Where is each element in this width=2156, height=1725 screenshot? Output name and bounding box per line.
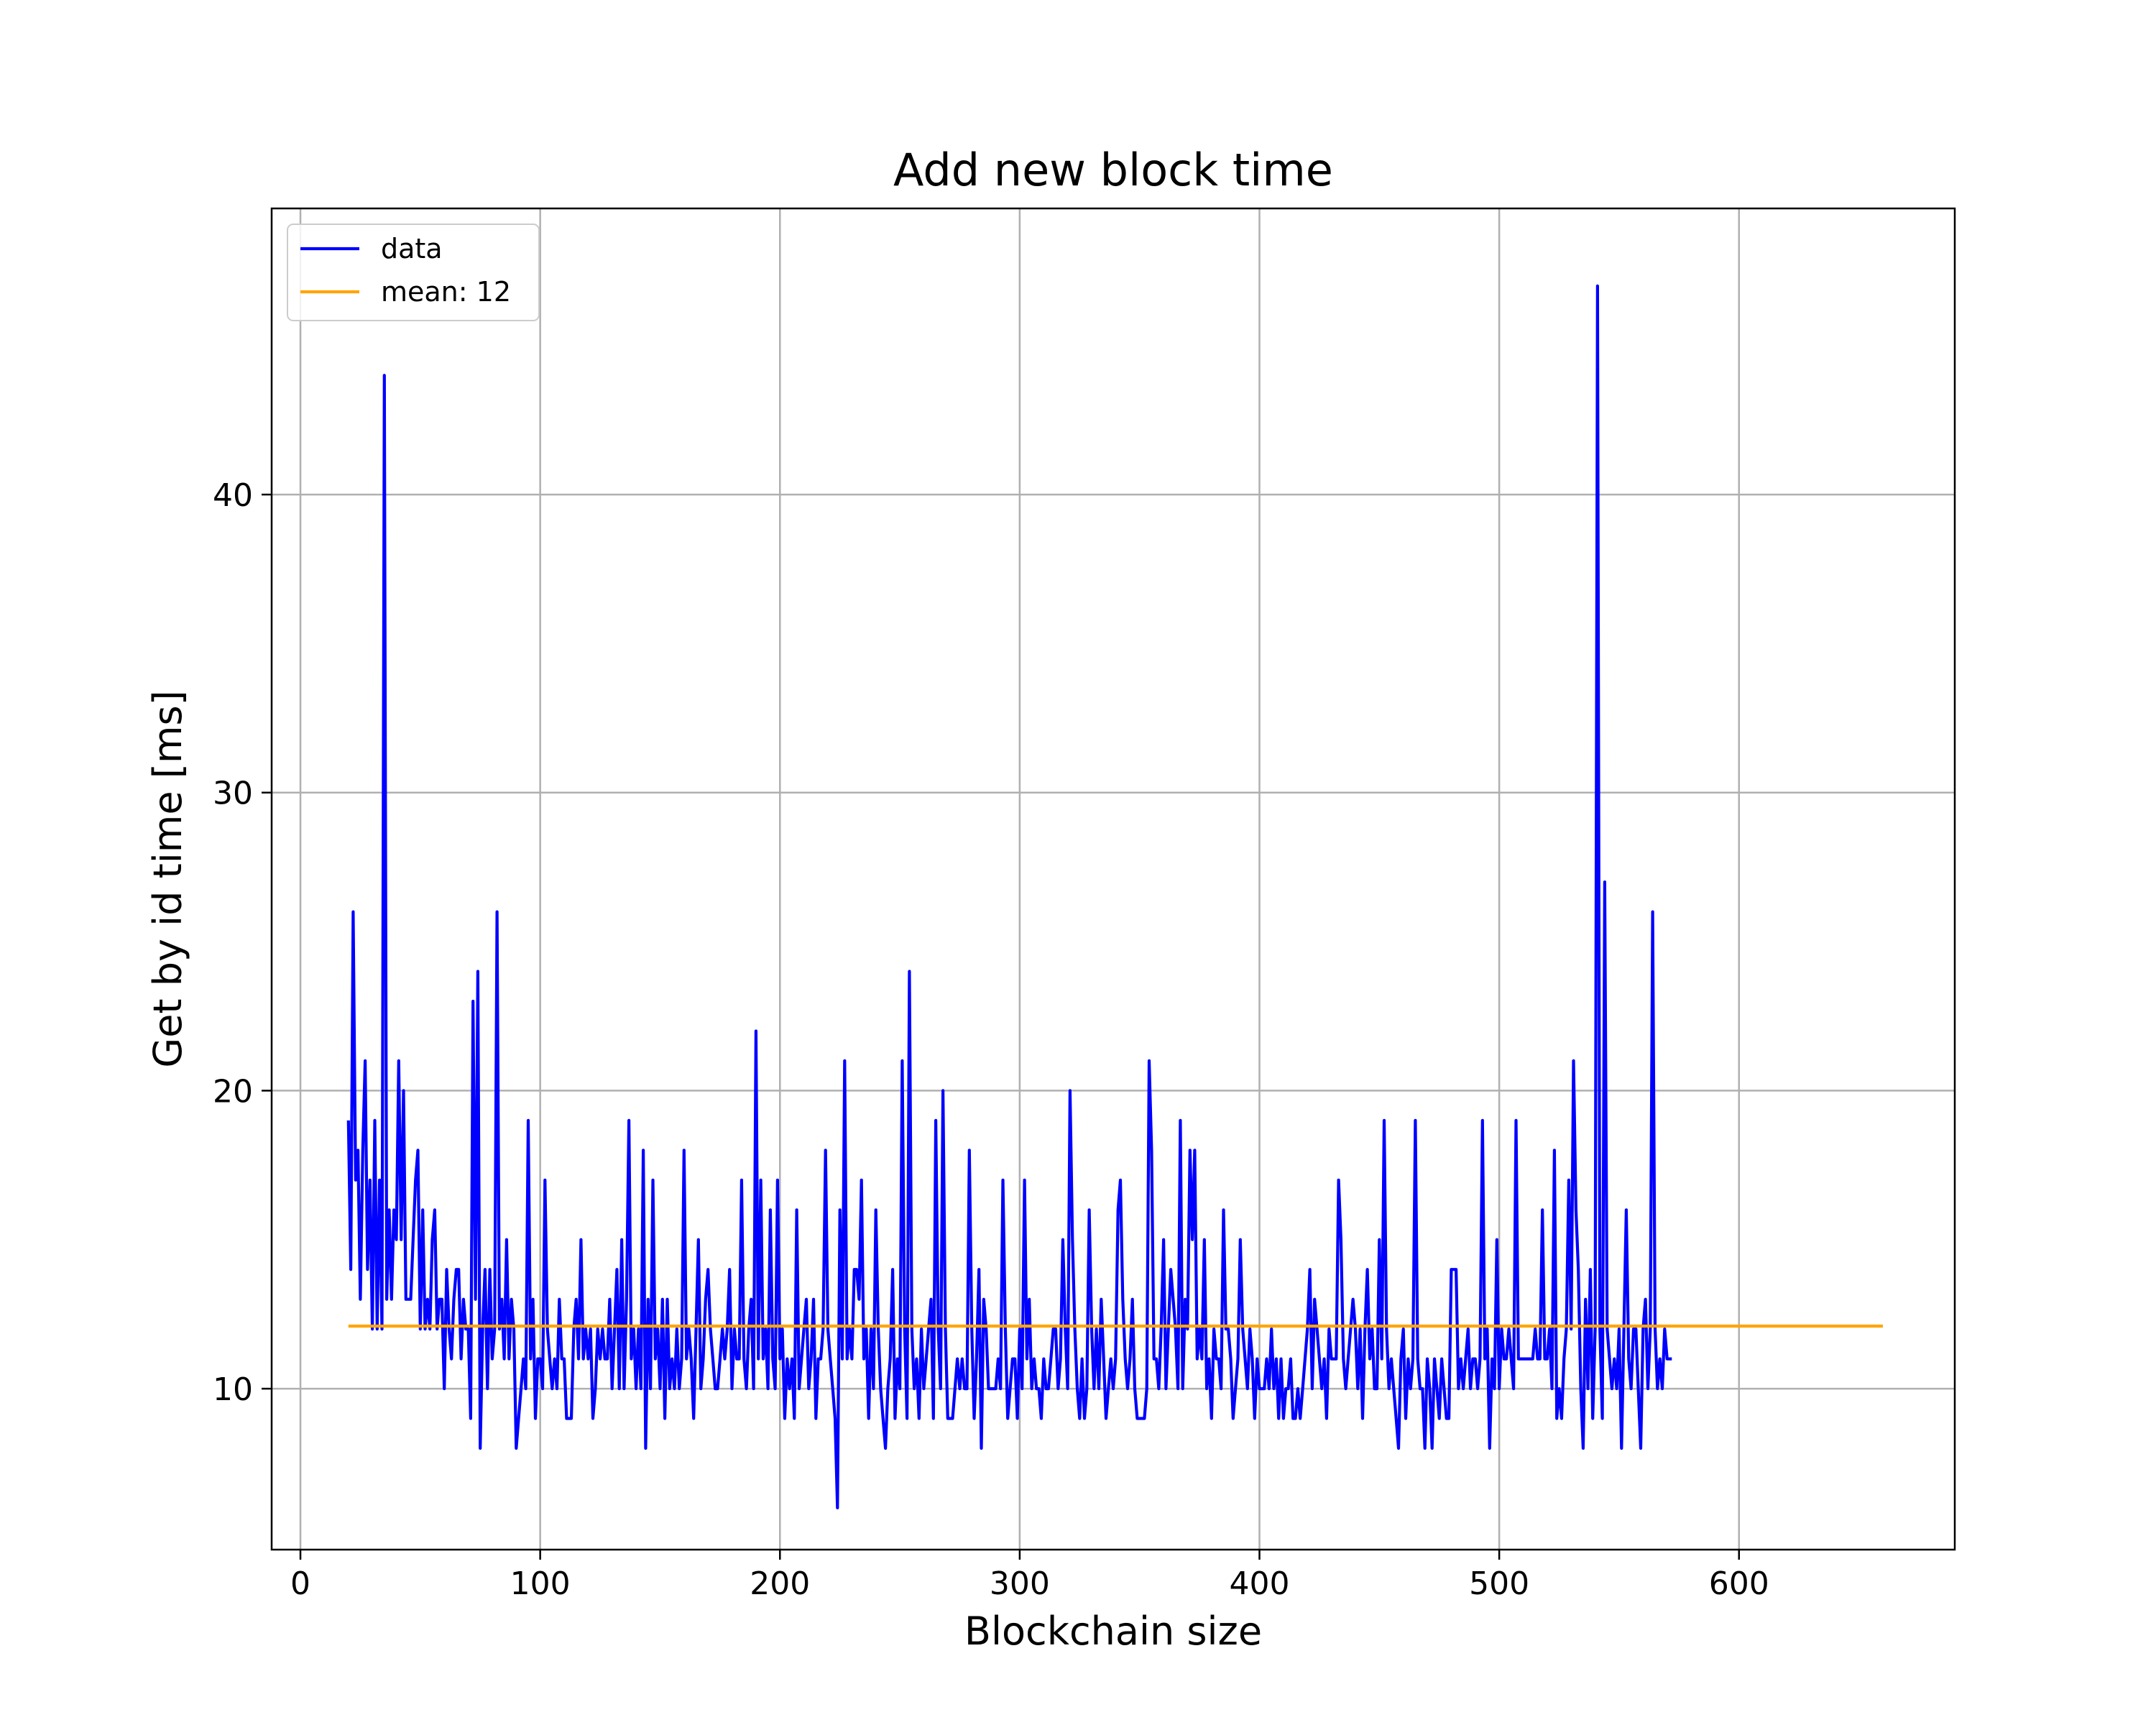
legend-label: mean: 12 xyxy=(381,276,511,308)
data-series-line xyxy=(346,284,1672,1509)
x-axis-label: Blockchain size xyxy=(964,1609,1262,1654)
axis-ticks: 0 100 200 300 400 500 600 10 20 30 40 xyxy=(213,477,1769,1602)
y-tick-label: 30 xyxy=(213,776,253,812)
x-tick-label: 100 xyxy=(510,1565,571,1602)
x-tick-label: 400 xyxy=(1230,1565,1290,1602)
x-tick-label: 300 xyxy=(990,1565,1050,1602)
legend-label: data xyxy=(381,233,443,264)
x-tick-label: 0 xyxy=(290,1565,310,1602)
y-tick-label: 10 xyxy=(213,1371,253,1408)
legend: data mean: 12 xyxy=(287,224,540,321)
x-tick-label: 600 xyxy=(1709,1565,1769,1602)
y-tick-label: 40 xyxy=(213,477,253,514)
chart-title: Add new block time xyxy=(893,144,1333,196)
plot-series xyxy=(346,284,1883,1509)
x-tick-label: 200 xyxy=(750,1565,810,1602)
y-tick-label: 20 xyxy=(213,1073,253,1110)
y-axis-label: Get by id time [ms] xyxy=(145,690,190,1067)
x-tick-label: 500 xyxy=(1469,1565,1529,1602)
plot-frame xyxy=(270,207,1956,1551)
